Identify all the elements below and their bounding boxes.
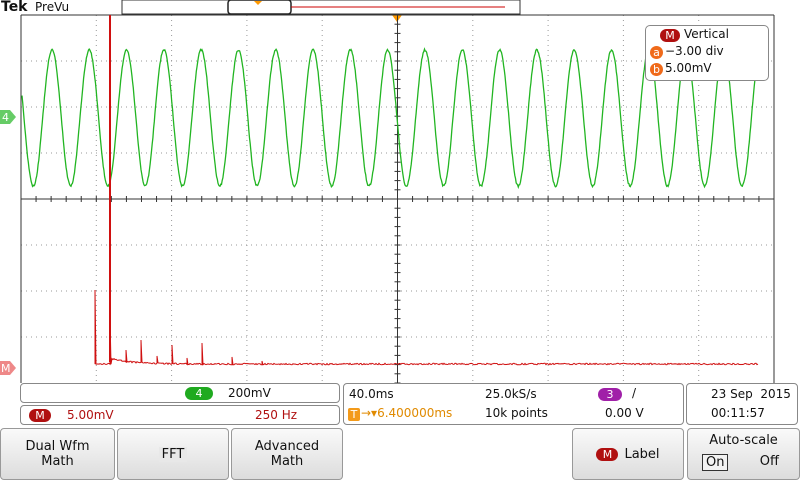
label-button[interactable]: M Label: [572, 428, 684, 480]
advanced-math-button[interactable]: Advanced Math: [231, 428, 343, 480]
ch4-marker-label: 4: [2, 111, 9, 124]
label-text: Label: [624, 447, 659, 462]
button-line: Advanced: [255, 439, 319, 454]
math-freq: 250 Hz: [255, 408, 297, 422]
sample-rate: 25.0kS/s: [485, 387, 537, 401]
trigger-badge: T: [348, 408, 360, 421]
math-marker-label: M: [1, 362, 11, 375]
ch4-status: 4 200mV: [20, 383, 340, 403]
trigger-level: 0.00 V: [605, 406, 644, 420]
trigger-slope: /: [632, 386, 636, 400]
fft-button[interactable]: FFT: [117, 428, 229, 480]
scope-screen: 4 M Tek PreVu M Vertical a −3.00 div b 5…: [0, 0, 800, 480]
mode: PreVu: [35, 0, 69, 14]
vertical-menu: M Vertical a −3.00 div b 5.00mV: [645, 25, 769, 81]
button-line: Dual Wfm: [25, 439, 89, 454]
auto-scale-title: Auto-scale: [709, 433, 778, 448]
timebase: 40.0ms: [349, 387, 394, 401]
auto-scale-button[interactable]: Auto-scale On Off: [687, 428, 800, 480]
off-option[interactable]: Off: [760, 454, 779, 471]
ch4-scale: 200mV: [228, 386, 271, 400]
button-line: Math: [271, 454, 304, 469]
time: 00:11:57: [711, 406, 765, 420]
a-value: −3.00 div: [665, 44, 724, 58]
math-status: M 5.00mV 250 Hz: [20, 405, 340, 425]
math-scale: 5.00mV: [67, 408, 114, 422]
datetime: 23 Sep 2015 00:11:57: [686, 383, 798, 425]
math-badge: M: [29, 409, 51, 422]
horizontal-status: 40.0ms 25.0kS/s 3 / T →▾6.400000ms 10k p…: [343, 383, 684, 425]
label-badge: M: [596, 448, 618, 461]
record-length: 10k points: [485, 406, 548, 420]
on-option[interactable]: On: [702, 454, 728, 471]
menu-badge: M: [660, 29, 680, 42]
brand: Tek: [1, 0, 28, 15]
b-value: 5.00mV: [665, 61, 712, 75]
button-line: Math: [41, 454, 74, 469]
date: 23 Sep 2015: [711, 387, 791, 401]
menu-title: Vertical: [684, 27, 729, 41]
ch4-badge: 4: [185, 387, 213, 400]
trigger-source-badge: 3: [598, 388, 622, 401]
trigger-position: →▾6.400000ms: [361, 406, 452, 420]
b-badge: b: [650, 63, 663, 76]
a-badge: a: [650, 46, 663, 59]
button-line: FFT: [159, 447, 188, 462]
fft-waveform: [95, 290, 758, 365]
dual-wfm-math-button[interactable]: Dual Wfm Math: [0, 428, 115, 480]
